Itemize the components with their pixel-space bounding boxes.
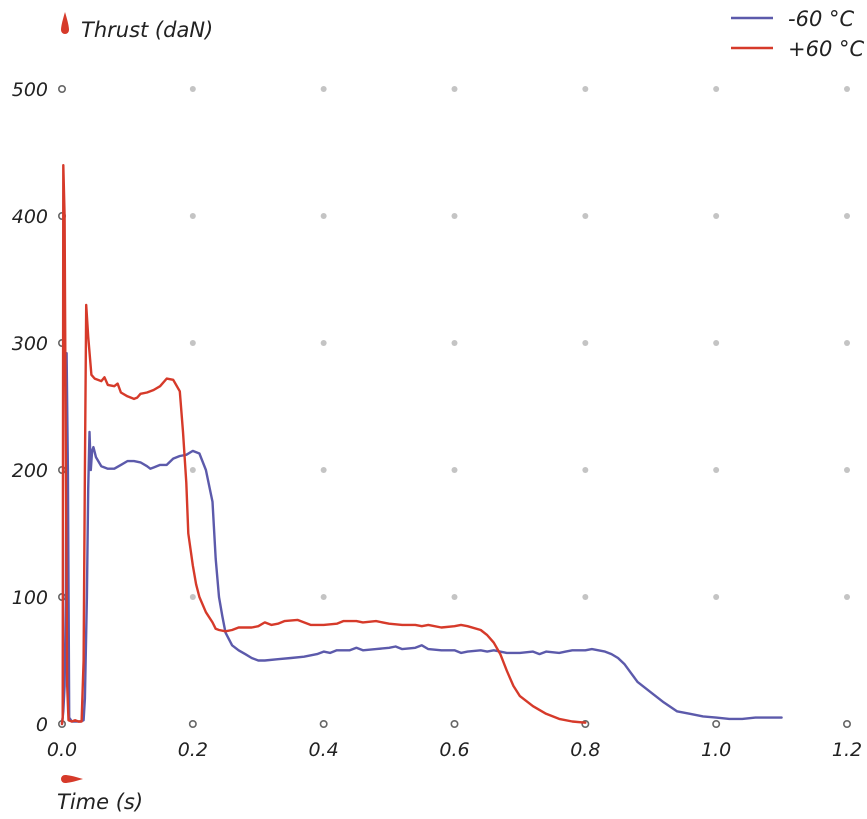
x-axis-tick-marker: [450, 719, 459, 728]
grid-dot: [189, 594, 196, 600]
grid-dot: [582, 594, 589, 600]
x-tick-label: 0.6: [439, 739, 469, 761]
grid-dot: [713, 594, 720, 600]
x-tick-label: 0.8: [570, 739, 600, 761]
grid-dot: [320, 467, 327, 473]
x-axis-title: Time (s): [57, 790, 143, 814]
grid-dot: [451, 340, 458, 346]
tick-labels: 0 100 200 300 400 500 0.0 0.2 0.4 0.6 0.8 1.0 1.2: [12, 79, 862, 761]
grid-dots: [189, 86, 850, 600]
grid-dot: [189, 340, 196, 346]
series-line-0: [60, 352, 783, 726]
y-axis-arrow-icon: [61, 12, 69, 34]
grid-dot: [320, 213, 327, 219]
grid-dot: [582, 213, 589, 219]
grid-dot: [189, 467, 196, 473]
y-tick-label: 300: [12, 333, 48, 355]
y-axis-tick-marker: [57, 85, 66, 94]
legend-label-series-0: -60 °C: [788, 7, 854, 31]
grid-dot: [320, 340, 327, 346]
x-tick-label: 0.2: [178, 739, 208, 761]
grid-dot: [320, 594, 327, 600]
grid-dot: [451, 86, 458, 92]
grid-dot: [189, 213, 196, 219]
x-tick-label: 1.0: [701, 739, 731, 761]
grid-dot: [189, 86, 196, 92]
grid-dot: [844, 340, 850, 346]
series-lines: [60, 164, 783, 726]
grid-dot: [582, 86, 589, 92]
x-tick-label: 0.0: [47, 739, 77, 761]
y-tick-label: 500: [12, 79, 48, 101]
grid-dot: [713, 340, 720, 346]
x-axis-arrow-icon: [61, 775, 83, 783]
legend: -60 °C +60 °C: [731, 7, 864, 61]
grid-dot: [713, 86, 720, 92]
x-axis-tick-marker: [712, 719, 721, 728]
grid-dot: [451, 594, 458, 600]
grid-dot: [844, 467, 850, 473]
y-tick-label: 100: [12, 587, 48, 609]
y-axis-title: Thrust (daN): [81, 18, 213, 42]
grid-dot: [451, 213, 458, 219]
grid-dot: [844, 86, 850, 92]
series-line-1: [60, 164, 587, 726]
grid-dot: [582, 340, 589, 346]
grid-dot: [451, 467, 458, 473]
grid-dot: [844, 213, 850, 219]
legend-label-series-1: +60 °C: [788, 37, 864, 61]
x-axis-tick-marker: [188, 719, 197, 728]
grid-dot: [844, 594, 850, 600]
grid-dot: [713, 467, 720, 473]
grid-dot: [582, 467, 589, 473]
x-axis-tick-marker: [319, 719, 328, 728]
grid-dot: [713, 213, 720, 219]
grid-dot: [320, 86, 327, 92]
x-tick-label: 1.2: [832, 739, 862, 761]
axis-markers: [57, 85, 851, 728]
x-tick-label: 0.4: [309, 739, 339, 761]
y-tick-label: 0: [36, 714, 48, 736]
y-tick-label: 400: [12, 206, 48, 228]
y-tick-label: 200: [12, 460, 48, 482]
x-axis-tick-marker: [842, 719, 851, 728]
